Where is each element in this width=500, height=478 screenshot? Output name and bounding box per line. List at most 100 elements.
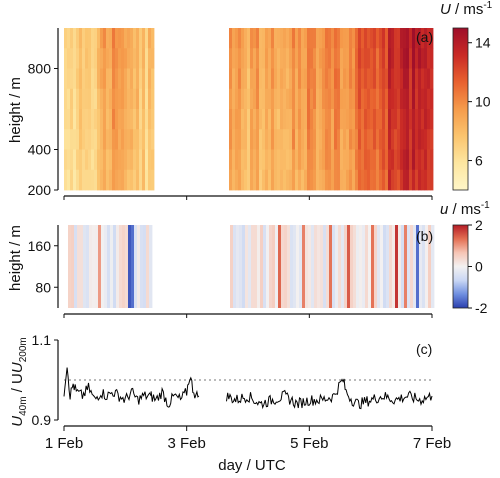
heatmap-cell — [310, 169, 314, 191]
heatmap-cell — [292, 169, 296, 191]
heatmap-cell — [133, 88, 137, 110]
heatmap-cell — [409, 28, 413, 49]
heatmap-cell — [361, 109, 365, 130]
heatmap-cell — [424, 68, 428, 90]
heatmap-cell — [418, 129, 422, 150]
heatmap-cell — [370, 129, 374, 150]
heatmap-cell — [274, 149, 278, 171]
heatmap-cell — [316, 149, 320, 171]
heatmap-cell — [307, 88, 311, 110]
heatmap-column — [350, 225, 354, 308]
heatmap-column — [374, 225, 378, 308]
heatmap-cell — [130, 48, 134, 69]
heatmap-column — [248, 225, 252, 308]
panel-a-heatmap — [64, 28, 434, 191]
heatmap-cell — [133, 48, 137, 69]
heatmap-cell — [118, 88, 122, 110]
heatmap-cell — [145, 28, 149, 49]
heatmap-cell — [421, 68, 425, 90]
heatmap-cell — [151, 149, 155, 171]
heatmap-cell — [127, 88, 131, 110]
heatmap-cell — [409, 169, 413, 191]
heatmap-column — [116, 225, 120, 308]
heatmap-column — [335, 225, 339, 308]
heatmap-cell — [73, 109, 77, 130]
heatmap-cell — [238, 68, 242, 90]
colorbar-a: U / ms-1 6 10 14 — [440, 0, 493, 191]
heatmap-cell — [91, 88, 95, 110]
heatmap-cell — [244, 109, 248, 130]
heatmap-cell — [292, 109, 296, 130]
heatmap-cell — [112, 48, 116, 69]
heatmap-cell — [256, 109, 260, 130]
heatmap-cell — [331, 129, 335, 150]
heatmap-cell — [235, 169, 239, 191]
heatmap-cell — [322, 48, 326, 69]
heatmap-column — [362, 225, 366, 308]
x-axis: 1 Feb 3 Feb 5 Feb 7 Feb — [45, 425, 451, 452]
heatmap-column — [398, 225, 402, 308]
heatmap-cell — [130, 68, 134, 90]
heatmap-cell — [313, 28, 317, 49]
heatmap-cell — [388, 109, 392, 130]
heatmap-cell — [67, 48, 71, 69]
heatmap-cell — [139, 88, 143, 110]
heatmap-cell — [298, 28, 302, 49]
heatmap-cell — [319, 28, 323, 49]
heatmap-cell — [88, 149, 92, 171]
heatmap-column — [344, 225, 348, 308]
heatmap-cell — [415, 149, 419, 171]
heatmap-cell — [379, 169, 383, 191]
heatmap-cell — [427, 169, 431, 191]
heatmap-column — [413, 225, 417, 308]
heatmap-cell — [277, 109, 281, 130]
heatmap-cell — [229, 129, 233, 150]
heatmap-cell — [328, 88, 332, 110]
heatmap-cell — [100, 149, 104, 171]
heatmap-cell — [319, 48, 323, 69]
heatmap-cell — [364, 129, 368, 150]
heatmap-cell — [262, 169, 266, 191]
heatmap-cell — [355, 149, 359, 171]
heatmap-cell — [76, 68, 80, 90]
heatmap-cell — [70, 149, 74, 171]
heatmap-cell — [355, 129, 359, 150]
heatmap-cell — [412, 109, 416, 130]
heatmap-cell — [406, 149, 410, 171]
heatmap-cell — [412, 48, 416, 69]
heatmap-cell — [415, 169, 419, 191]
heatmap-cell — [268, 88, 272, 110]
heatmap-cell — [319, 149, 323, 171]
heatmap-cell — [76, 88, 80, 110]
heatmap-cell — [415, 88, 419, 110]
heatmap-cell — [331, 28, 335, 49]
heatmap-column — [311, 225, 315, 308]
heatmap-cell — [259, 48, 263, 69]
heatmap-cell — [373, 88, 377, 110]
heatmap-cell — [103, 28, 107, 49]
heatmap-cell — [406, 129, 410, 150]
heatmap-cell — [403, 68, 407, 90]
heatmap-cell — [280, 28, 284, 49]
heatmap-cell — [85, 109, 89, 130]
heatmap-cell — [394, 129, 398, 150]
heatmap-cell — [394, 48, 398, 69]
heatmap-cell — [235, 88, 239, 110]
heatmap-cell — [325, 129, 329, 150]
heatmap-column — [74, 225, 78, 308]
heatmap-cell — [139, 109, 143, 130]
heatmap-cell — [142, 129, 146, 150]
heatmap-column — [251, 225, 255, 308]
heatmap-cell — [238, 88, 242, 110]
heatmap-cell — [280, 169, 284, 191]
heatmap-cell — [385, 88, 389, 110]
heatmap-cell — [340, 48, 344, 69]
heatmap-cell — [304, 68, 308, 90]
heatmap-cell — [325, 109, 329, 130]
heatmap-cell — [286, 169, 290, 191]
heatmap-cell — [400, 149, 404, 171]
heatmap-cell — [427, 68, 431, 90]
heatmap-cell — [331, 88, 335, 110]
y-tick-label: 200 — [28, 182, 52, 198]
colorbar-tick-label: 10 — [475, 94, 491, 110]
